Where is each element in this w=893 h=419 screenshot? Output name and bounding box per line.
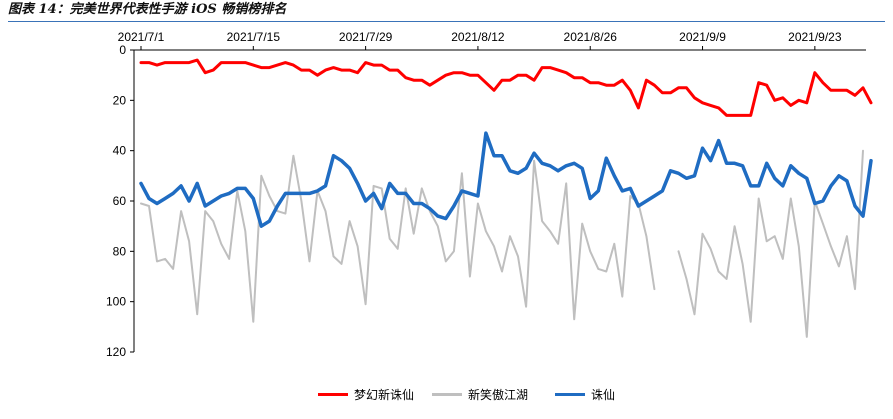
y-tick-label: 60 bbox=[113, 194, 127, 208]
x-tick-label: 2021/8/12 bbox=[451, 30, 505, 44]
legend-item-series-3: 诛仙 bbox=[555, 382, 615, 406]
x-tick-label: 2021/9/9 bbox=[679, 30, 726, 44]
legend-swatch-series-3 bbox=[555, 392, 585, 396]
series-line-2-segment-1 bbox=[140, 154, 656, 323]
x-tick-label: 2021/9/23 bbox=[788, 30, 842, 44]
x-axis: 2021/7/1 2021/7/15 2021/7/29 2021/8/12 2021/… bbox=[118, 30, 866, 51]
series-line-2-segment-2 bbox=[677, 149, 864, 338]
chart-legend: 梦幻新诛仙 新笑傲江湖 诛仙 bbox=[0, 382, 893, 406]
line-chart: 2021/7/1 2021/7/15 2021/7/29 2021/8/12 2021/… bbox=[106, 30, 873, 359]
caption-rule bbox=[8, 21, 885, 22]
x-tick-label: 2021/7/29 bbox=[339, 30, 393, 44]
y-tick-label: 120 bbox=[106, 345, 126, 359]
legend-label-series-2: 新笑傲江湖 bbox=[468, 387, 529, 402]
legend-label-series-1: 梦幻新诛仙 bbox=[354, 387, 415, 402]
figure-caption: 图表 14：完美世界代表性手游 iOS 畅销榜排名 bbox=[8, 2, 287, 17]
y-tick-label: 80 bbox=[113, 244, 127, 258]
series-line-3 bbox=[139, 131, 873, 228]
series-line-1 bbox=[139, 58, 873, 117]
x-tick-label: 2021/7/15 bbox=[227, 30, 281, 44]
legend-item-series-2: 新笑傲江湖 bbox=[432, 382, 528, 406]
y-tick-label: 40 bbox=[113, 144, 127, 158]
legend-item-series-1: 梦幻新诛仙 bbox=[318, 382, 414, 406]
x-tick-label: 2021/7/1 bbox=[118, 30, 165, 44]
series-layer bbox=[139, 58, 873, 338]
legend-swatch-series-2 bbox=[432, 392, 462, 396]
y-axis: 0 20 40 60 80 100 120 bbox=[106, 43, 135, 359]
legend-swatch-series-1 bbox=[318, 392, 348, 396]
x-tick-label: 2021/8/26 bbox=[564, 30, 618, 44]
y-tick-label: 0 bbox=[119, 43, 126, 57]
y-tick-label: 100 bbox=[106, 295, 126, 309]
y-tick-label: 20 bbox=[113, 93, 127, 107]
legend-label-series-3: 诛仙 bbox=[591, 387, 616, 402]
